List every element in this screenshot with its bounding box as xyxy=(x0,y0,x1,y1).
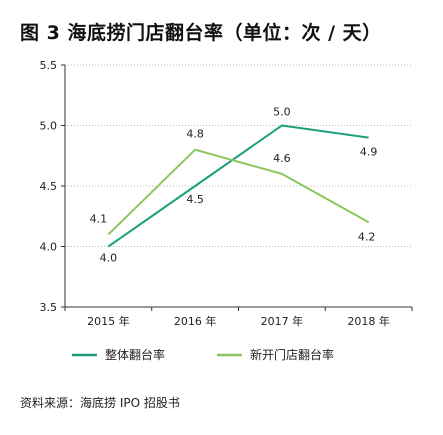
chart-title: 图 3 海底捞门店翻台率（单位：次 / 天） xyxy=(20,22,382,44)
data-labels: 4.0 4.1 4.8 4.5 5.0 4.6 4.9 4.2 xyxy=(90,106,378,265)
y-tick-label: 3.5 xyxy=(40,301,58,314)
series-line-2 xyxy=(107,148,370,236)
series-line-1 xyxy=(107,124,369,248)
y-tick-label: 5.0 xyxy=(40,120,58,133)
legend-label: 整体翻台率 xyxy=(105,347,165,362)
y-tick-label: 4.0 xyxy=(40,241,58,254)
y-axis-ticks: 3.5 4.0 4.5 5.0 5.5 xyxy=(40,59,65,314)
data-label: 4.9 xyxy=(360,146,378,159)
legend-label: 新开门店翻台率 xyxy=(250,347,334,362)
y-tick-label: 5.5 xyxy=(40,59,58,72)
data-label: 4.6 xyxy=(273,152,291,165)
source-note: 资料来源：海底捞 IPO 招股书 xyxy=(20,396,180,410)
x-axis-ticks: 2015 年 2016 年 2017 年 2018 年 xyxy=(64,307,413,328)
data-label: 4.5 xyxy=(186,193,204,206)
data-label: 5.0 xyxy=(273,106,291,119)
data-label: 4.8 xyxy=(186,128,204,141)
y-tick-label: 4.5 xyxy=(40,180,58,193)
x-tick-label: 2017 年 xyxy=(261,314,304,328)
x-tick-label: 2018 年 xyxy=(347,314,390,328)
data-label: 4.2 xyxy=(358,230,376,243)
data-label: 4.0 xyxy=(100,252,118,265)
grid-lines xyxy=(65,64,412,247)
data-label: 4.1 xyxy=(90,212,108,225)
legend: 整体翻台率 新开门店翻台率 xyxy=(72,347,334,362)
series-lines xyxy=(107,124,370,248)
x-tick-label: 2015 年 xyxy=(87,314,130,328)
x-tick-label: 2016 年 xyxy=(174,314,217,328)
